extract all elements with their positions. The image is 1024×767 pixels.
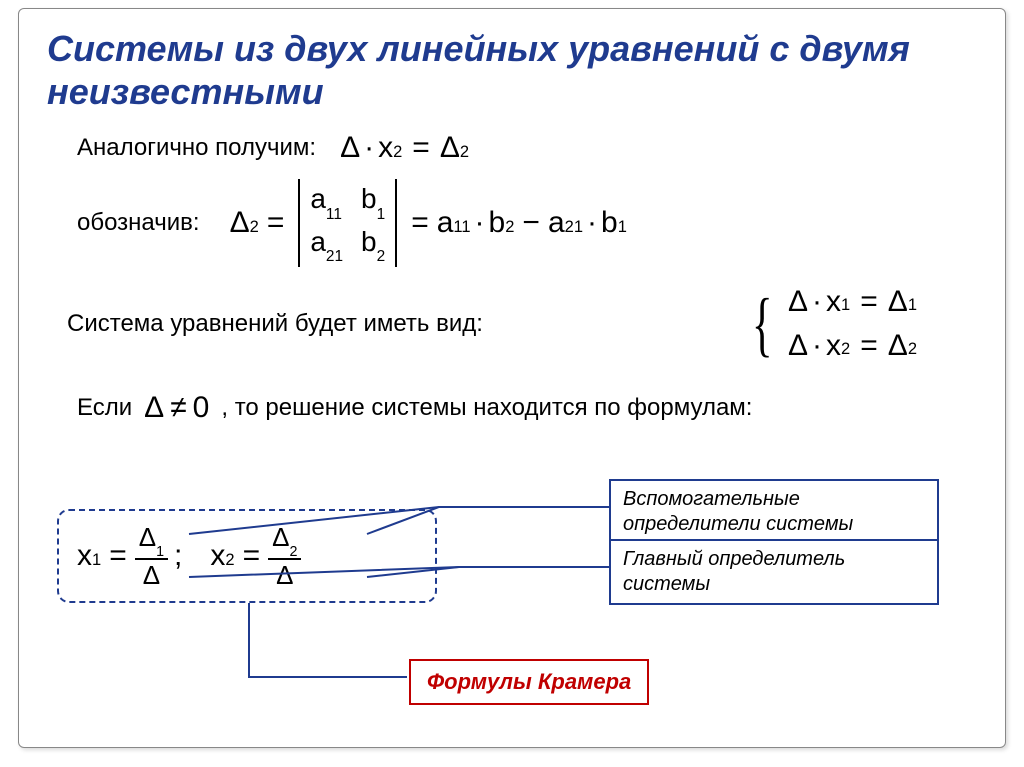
row-analog: Аналогично получим: Δ · x2 = Δ2 — [77, 131, 977, 165]
det-delta2: Δ2 = a11 b1 a21 b2 = a11 · b2 − a21 · b1 — [230, 179, 627, 266]
label-then: , то решение системы находится по формул… — [221, 394, 752, 422]
row-det: обозначив: Δ2 = a11 b1 a21 b2 = a11 · b2… — [77, 179, 977, 266]
formula-x1: x1 = Δ1 Δ ; — [77, 524, 182, 587]
slide-title: Системы из двух линейных уравнений с дву… — [47, 27, 977, 113]
eq-delta-x2: Δ · x2 = Δ2 — [340, 131, 469, 165]
label-system: Система уравнений будет иметь вид: — [67, 310, 483, 338]
row-condition: Если Δ ≠ 0 , то решение системы находитс… — [77, 391, 977, 425]
callout-cramer: Формулы Крамера — [409, 659, 649, 705]
cramer-formula-box: x1 = Δ1 Δ ; x2 = Δ2 Δ — [57, 509, 437, 603]
slide-frame: Системы из двух линейных уравнений с дву… — [18, 8, 1006, 748]
brace-icon: { — [752, 288, 773, 360]
label-denote: обозначив: — [77, 209, 200, 237]
formula-x2: x2 = Δ2 Δ — [210, 524, 301, 587]
label-if: Если — [77, 394, 132, 422]
row-system: Система уравнений будет иметь вид: { Δ ·… — [67, 285, 977, 363]
label-analog: Аналогично получим: — [77, 134, 316, 162]
callout-main-det: Главный определитель системы — [609, 539, 939, 605]
callout-aux-det: Вспомогательные определители системы — [609, 479, 939, 545]
connector-lines — [19, 9, 1007, 749]
system-block: { Δ · x1 = Δ1 Δ · x2 = Δ2 — [745, 285, 917, 363]
det-matrix: a11 b1 a21 b2 — [298, 179, 397, 266]
